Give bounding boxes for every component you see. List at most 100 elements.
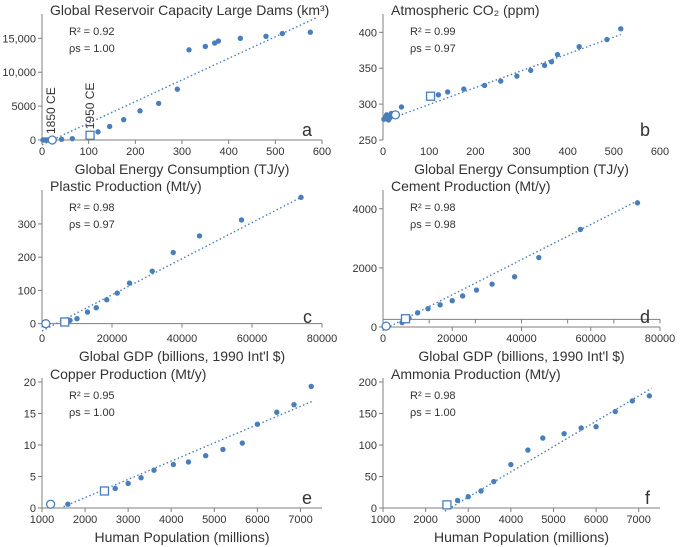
data-point bbox=[634, 200, 641, 206]
x-axis-label: Human Population (millions) bbox=[434, 529, 609, 545]
data-point bbox=[307, 29, 314, 35]
open-circle-point bbox=[47, 135, 57, 145]
x-tick-label: 1000 bbox=[30, 514, 54, 526]
data-point bbox=[112, 485, 118, 492]
data-point bbox=[604, 36, 610, 43]
y-tick-label: 0 bbox=[30, 503, 36, 515]
open-circle-point bbox=[390, 110, 401, 120]
data-point bbox=[511, 274, 518, 280]
data-point bbox=[536, 254, 542, 261]
open-square-point bbox=[85, 130, 95, 140]
data-point bbox=[528, 67, 534, 74]
y-tick-label: 10,000 bbox=[2, 67, 36, 79]
data-point bbox=[263, 33, 269, 39]
data-point bbox=[298, 194, 304, 201]
data-point bbox=[593, 424, 599, 430]
data-point bbox=[196, 233, 203, 239]
panel-e: 1000 2000 3000 4000 5000 6000 7000 0 5 10 15 20 Copp… bbox=[24, 366, 322, 545]
y-tick-label: 15,000 bbox=[2, 33, 36, 45]
data-point bbox=[149, 268, 155, 274]
data-point bbox=[473, 287, 480, 293]
data-point bbox=[170, 461, 177, 468]
data-point bbox=[489, 281, 495, 287]
y-tick-label: 0 bbox=[30, 319, 36, 331]
data-point bbox=[498, 78, 504, 84]
data-point bbox=[65, 501, 71, 507]
x-tick-label: 6000 bbox=[584, 514, 608, 526]
x-tick-label: 2000 bbox=[413, 514, 437, 526]
data-point bbox=[279, 30, 286, 37]
x-axis-label: Global Energy Consumption (TJ/y) bbox=[75, 161, 290, 177]
data-point bbox=[220, 446, 226, 453]
data-point bbox=[186, 47, 192, 53]
y-tick-label: 5 bbox=[30, 472, 36, 484]
panel-letter: f bbox=[645, 488, 651, 508]
data-point bbox=[618, 26, 624, 32]
data-point bbox=[237, 35, 244, 42]
x-axis-label: Human Population (millions) bbox=[94, 529, 269, 545]
panel-b: 0 100 200 300 400 500 600 250 300 350 400 Atmospher… bbox=[359, 2, 669, 324]
y-tick-label: 10 bbox=[24, 440, 36, 452]
data-point bbox=[126, 280, 133, 286]
stat-label: ρs = 1.00 bbox=[69, 43, 115, 55]
data-point bbox=[629, 398, 635, 404]
data-point bbox=[93, 305, 99, 311]
stat-label: R² = 0.98 bbox=[410, 202, 456, 214]
data-point bbox=[414, 310, 421, 316]
x-tick-label: 6000 bbox=[245, 514, 269, 526]
open-square-point bbox=[99, 486, 110, 496]
panel-f: 1000 2000 3000 4000 5000 6000 7000 0 50 100 150 200… bbox=[359, 366, 660, 545]
data-point bbox=[481, 82, 488, 89]
y-tick-label: 200 bbox=[18, 252, 36, 264]
y-tick-label: 150 bbox=[359, 409, 377, 421]
data-point bbox=[104, 297, 110, 303]
chart-title: Atmospheric CO₂ (ppm) bbox=[391, 2, 540, 18]
data-point bbox=[238, 217, 245, 223]
x-tick-label: 400 bbox=[219, 146, 237, 158]
data-point bbox=[308, 383, 314, 390]
open-square-point bbox=[60, 317, 70, 327]
data-point bbox=[239, 440, 246, 446]
y-tick-label: 50 bbox=[365, 472, 377, 484]
panel-letter: b bbox=[640, 120, 650, 140]
x-tick-label: 20000 bbox=[437, 333, 468, 345]
x-axis-label: Global GDP (billions, 1990 Int'l $) bbox=[79, 348, 285, 364]
y-tick-label: 2000 bbox=[353, 263, 377, 275]
x-tick-label: 1000 bbox=[371, 514, 395, 526]
year-annotation: 1850 CE bbox=[44, 87, 58, 134]
x-tick-label: 5000 bbox=[202, 514, 226, 526]
x-tick-label: 3000 bbox=[456, 514, 480, 526]
x-tick-label: 0 bbox=[380, 146, 386, 158]
data-point bbox=[125, 480, 131, 487]
x-tick-label: 300 bbox=[512, 146, 530, 158]
data-point bbox=[151, 467, 157, 473]
data-point bbox=[120, 116, 127, 123]
x-tick-label: 200 bbox=[466, 146, 484, 158]
open-circle-point bbox=[41, 319, 51, 329]
y-tick-label: 350 bbox=[359, 63, 377, 75]
open-circle-point bbox=[45, 499, 56, 509]
data-point bbox=[478, 488, 484, 494]
data-point bbox=[254, 421, 261, 427]
panel-letter: d bbox=[640, 307, 650, 327]
data-point bbox=[491, 478, 497, 485]
open-square-point bbox=[400, 314, 411, 324]
x-tick-label: 40000 bbox=[506, 333, 537, 345]
data-point bbox=[540, 435, 546, 441]
x-tick-label: 3000 bbox=[116, 514, 140, 526]
open-square-point bbox=[442, 500, 452, 510]
chart-title: Cement Production (Mt/y) bbox=[391, 178, 551, 194]
data-point bbox=[170, 249, 176, 256]
y-tick-label: 5000 bbox=[12, 101, 36, 113]
data-point bbox=[398, 104, 405, 110]
stat-label: R² = 0.92 bbox=[69, 26, 115, 38]
x-axis-label: Global Energy Consumption (TJ/y) bbox=[414, 161, 629, 177]
y-tick-label: 400 bbox=[359, 27, 377, 39]
y-tick-label: 20 bbox=[24, 377, 36, 389]
data-point bbox=[508, 461, 514, 468]
x-tick-label: 600 bbox=[313, 146, 331, 158]
data-point bbox=[525, 447, 531, 453]
panel-letter: c bbox=[303, 307, 312, 327]
panel-letter: e bbox=[302, 488, 312, 508]
data-point bbox=[459, 293, 466, 299]
